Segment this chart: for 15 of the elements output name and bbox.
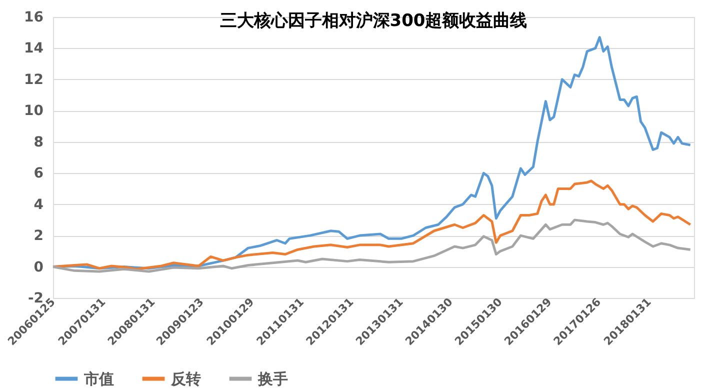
y-tick-label: 6 — [34, 166, 44, 182]
y-tick-label: 14 — [24, 40, 44, 57]
y-tick-label: 8 — [34, 134, 44, 150]
y-tick-label: 0 — [34, 259, 44, 276]
y-tick-label: 4 — [34, 196, 44, 213]
legend-label: 市值 — [83, 370, 114, 388]
y-tick-label: 12 — [24, 72, 44, 88]
line-series — [52, 180, 692, 270]
legend-label: 换手 — [257, 370, 288, 388]
chart-title: 三大核心因子相对沪深300超额收益曲线 — [220, 11, 528, 31]
y-tick-label: 10 — [24, 103, 44, 120]
y-tick-label: 2 — [34, 228, 44, 244]
y-tick-label: 16 — [24, 10, 44, 26]
legend-label: 反转 — [170, 370, 201, 388]
line-series — [52, 218, 692, 273]
